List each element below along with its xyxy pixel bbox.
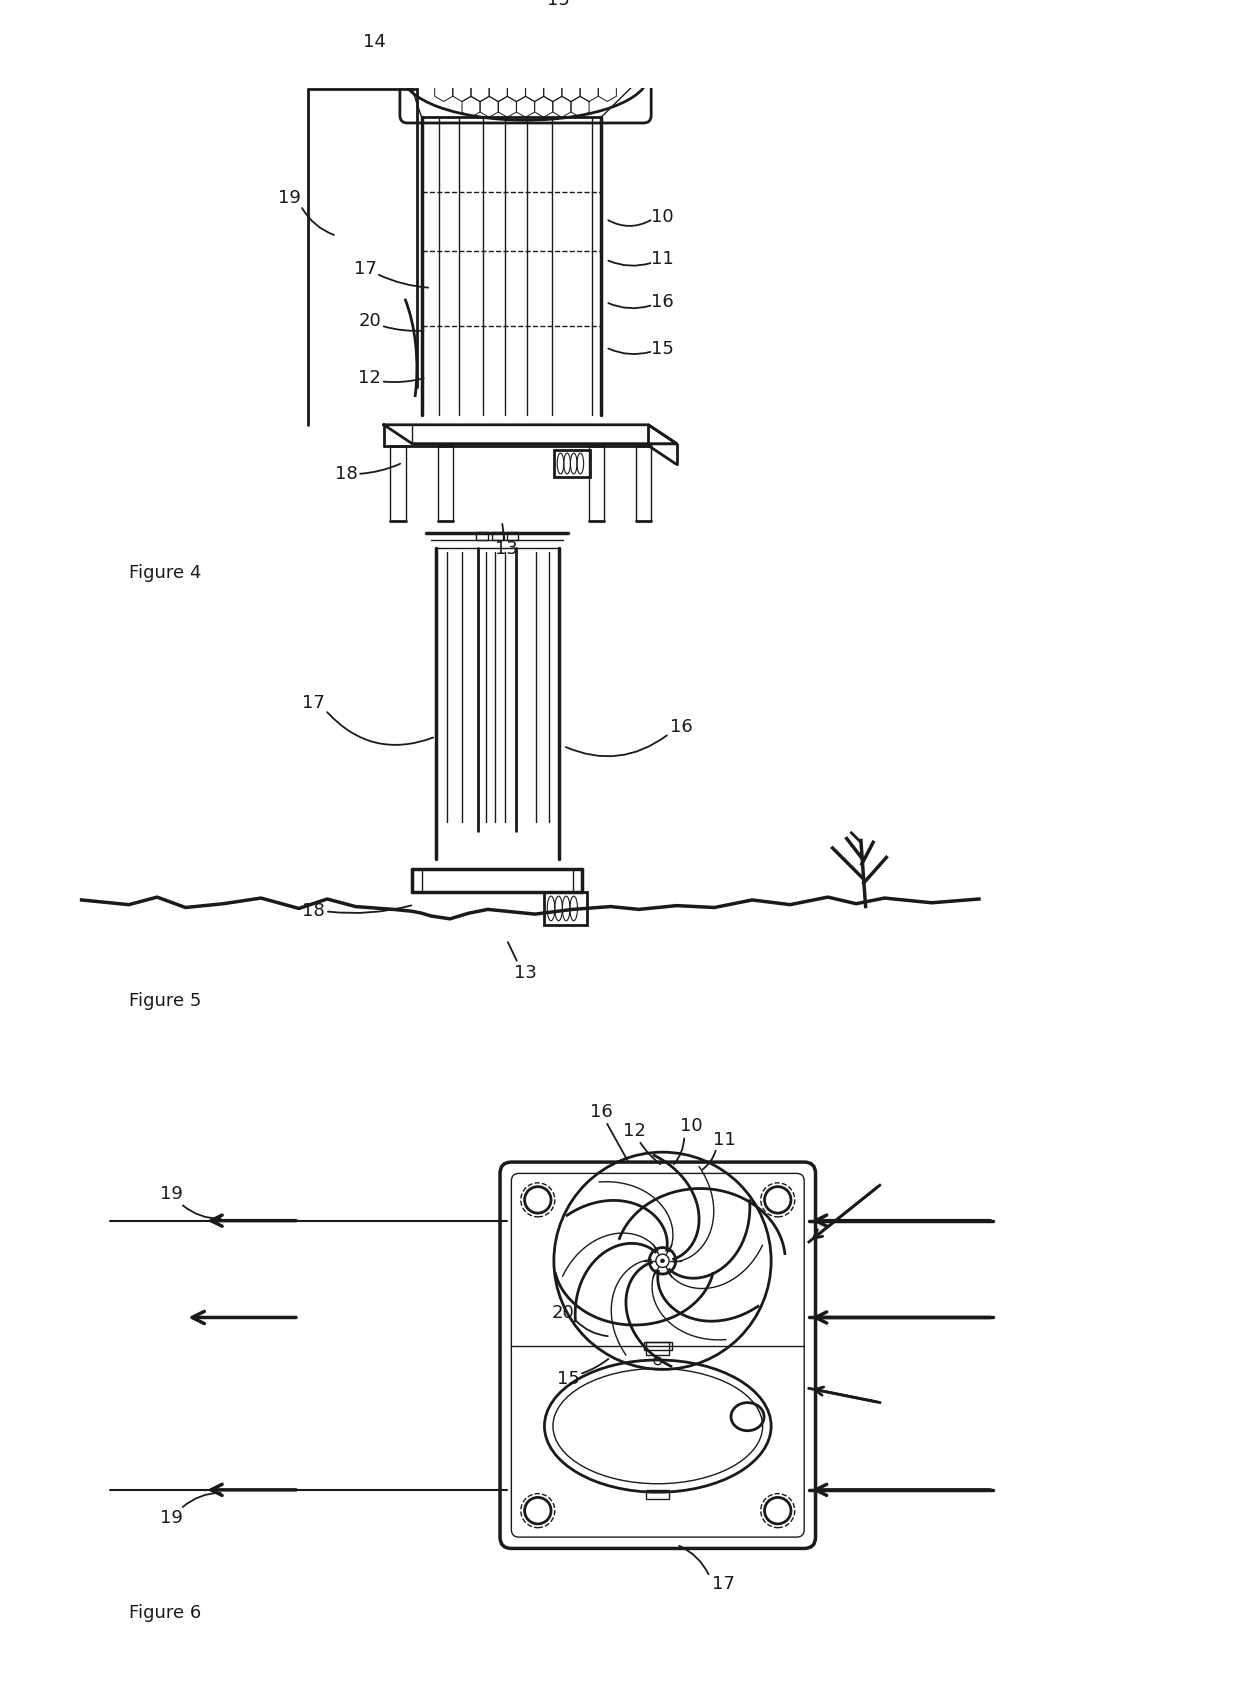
Text: 11: 11: [651, 251, 673, 268]
Text: 15: 15: [547, 0, 570, 9]
Bar: [507, 531, 518, 539]
Text: 19: 19: [160, 1185, 182, 1203]
Text: 16: 16: [590, 1103, 613, 1121]
Text: 18: 18: [335, 464, 357, 483]
Text: 12: 12: [358, 369, 381, 386]
Text: 10: 10: [680, 1116, 702, 1135]
Text: Figure 4: Figure 4: [129, 563, 201, 582]
Bar: [554, 451, 590, 476]
Text: 10: 10: [651, 208, 673, 225]
Text: 17: 17: [301, 695, 325, 712]
Text: 15: 15: [557, 1371, 579, 1388]
Bar: [544, 893, 587, 925]
Text: Figure 6: Figure 6: [129, 1603, 201, 1622]
Text: 16: 16: [651, 294, 673, 311]
Bar: [491, 531, 503, 539]
Bar: [644, 1342, 672, 1350]
Ellipse shape: [661, 1258, 665, 1263]
Text: Figure 5: Figure 5: [129, 992, 201, 1011]
Bar: [646, 1342, 670, 1355]
Text: 15: 15: [651, 340, 675, 358]
Text: 19: 19: [160, 1509, 182, 1528]
Text: 12: 12: [622, 1121, 646, 1140]
Text: 17: 17: [353, 259, 377, 278]
Text: 16: 16: [670, 719, 693, 736]
Text: 11: 11: [713, 1132, 735, 1149]
Text: 14: 14: [363, 32, 386, 51]
Text: 20: 20: [358, 312, 381, 329]
Text: 19: 19: [278, 189, 301, 207]
Bar: [646, 1490, 670, 1499]
Text: 13: 13: [495, 541, 518, 558]
Text: 13: 13: [515, 964, 537, 982]
Text: 18: 18: [301, 903, 325, 920]
Text: 17: 17: [713, 1576, 735, 1593]
Bar: [476, 531, 487, 539]
Text: 20: 20: [552, 1304, 574, 1321]
